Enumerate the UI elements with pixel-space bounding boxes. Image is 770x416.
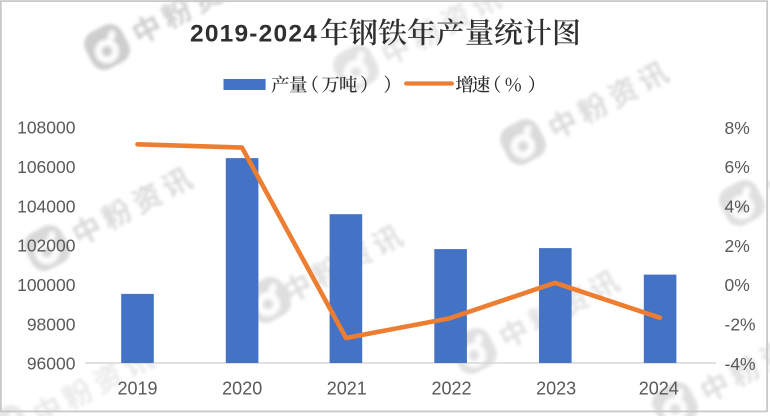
svg-text:2%: 2% <box>725 236 750 256</box>
svg-text:8%: 8% <box>725 118 750 138</box>
svg-text:2021: 2021 <box>327 379 367 399</box>
svg-text:2019-2024: 2019-2024 <box>190 20 318 47</box>
svg-text:-4%: -4% <box>725 354 756 374</box>
svg-text:108000: 108000 <box>17 118 76 138</box>
svg-text:2020: 2020 <box>222 379 262 399</box>
svg-text:6%: 6% <box>725 157 750 177</box>
svg-text:0%: 0% <box>725 275 750 295</box>
svg-text:-2%: -2% <box>725 315 756 335</box>
svg-text:104000: 104000 <box>17 196 76 216</box>
svg-text:102000: 102000 <box>17 236 76 256</box>
svg-text:98000: 98000 <box>27 314 76 334</box>
svg-text:4%: 4% <box>725 197 750 217</box>
svg-text:2024: 2024 <box>639 379 679 399</box>
svg-text:100000: 100000 <box>17 275 76 295</box>
svg-text:2019: 2019 <box>117 379 157 399</box>
svg-text:2022: 2022 <box>431 379 471 399</box>
svg-text:106000: 106000 <box>17 157 76 177</box>
svg-text:96000: 96000 <box>27 354 76 374</box>
svg-text:2023: 2023 <box>536 379 576 399</box>
